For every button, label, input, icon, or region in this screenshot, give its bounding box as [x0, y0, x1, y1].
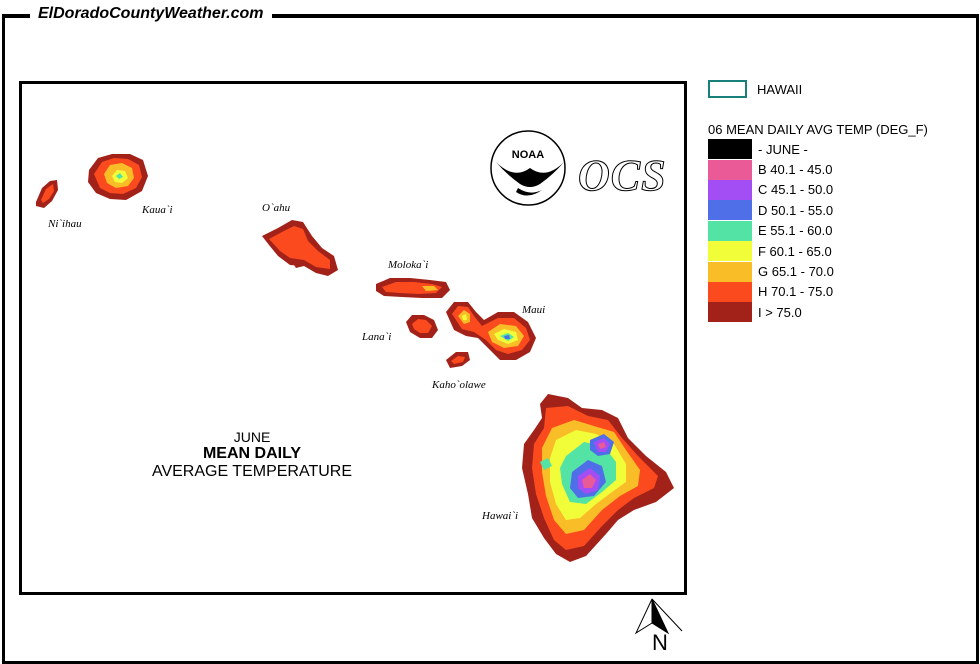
- north-arrow-icon: [634, 598, 683, 635]
- island-lanai: [406, 315, 438, 338]
- state-label: HAWAII: [757, 81, 803, 97]
- legend-label: H 70.1 - 75.0: [758, 284, 834, 300]
- island-maui: [446, 302, 536, 360]
- label-kauai: Kaua`i: [142, 204, 173, 216]
- legend-swatch: [708, 241, 752, 262]
- legend-label: E 55.1 - 60.0: [758, 223, 833, 239]
- legend-item: C 45.1 - 50.0: [708, 179, 978, 200]
- label-molokai: Moloka`i: [388, 259, 429, 271]
- legend-label: C 45.1 - 50.0: [758, 182, 834, 198]
- caption-line-1: MEAN DAILY: [202, 445, 302, 462]
- legend-items: - JUNE - B 40.1 - 45.0 C 45.1 - 50.0 D 50.1…: [708, 139, 978, 323]
- island-kauai: [88, 154, 148, 200]
- label-kahoolawe: Kaho`olawe: [432, 379, 486, 391]
- legend-swatch: [708, 179, 752, 200]
- label-maui: Maui: [522, 304, 546, 316]
- legend-item: - JUNE -: [708, 139, 978, 160]
- ocs-logo: OCS: [578, 151, 667, 201]
- hawaii-map: [36, 154, 674, 562]
- legend-item: H 70.1 - 75.0: [708, 281, 978, 302]
- site-title[interactable]: ElDoradoCountyWeather.com: [30, 5, 272, 23]
- island-niihau: [36, 180, 58, 208]
- legend: HAWAII 06 MEAN DAILY AVG TEMP (DEG_F) - …: [708, 80, 978, 323]
- legend-label: I > 75.0: [758, 304, 802, 320]
- legend-state: HAWAII: [708, 80, 978, 98]
- legend-swatch: [708, 261, 752, 282]
- legend-label: D 50.1 - 55.0: [758, 202, 834, 218]
- legend-item: B 40.1 - 45.0: [708, 159, 978, 180]
- legend-label: G 65.1 - 70.0: [758, 264, 834, 280]
- legend-label: F 60.1 - 65.0: [758, 243, 832, 259]
- noaa-text: NOAA: [512, 149, 544, 161]
- label-hawaii: Hawai`i: [482, 510, 519, 522]
- north-label: N: [652, 630, 668, 655]
- island-kahoolawe: [446, 352, 470, 368]
- noaa-logo: NOAA: [490, 130, 566, 206]
- island-hawaii: [522, 394, 674, 562]
- legend-title: 06 MEAN DAILY AVG TEMP (DEG_F): [708, 122, 928, 137]
- legend-item: E 55.1 - 60.0: [708, 220, 978, 241]
- legend-swatch: [708, 200, 752, 221]
- legend-item: I > 75.0: [708, 302, 978, 323]
- label-lanai: Lana`i: [362, 331, 392, 343]
- legend-label: - JUNE -: [758, 141, 808, 157]
- legend-swatch: [708, 159, 752, 180]
- legend-item: D 50.1 - 55.0: [708, 200, 978, 221]
- legend-item: G 65.1 - 70.0: [708, 261, 978, 282]
- label-niihau: Ni`ihau: [48, 218, 82, 230]
- label-oahu: O`ahu: [262, 202, 291, 214]
- legend-item: F 60.1 - 65.0: [708, 241, 978, 262]
- island-molokai: [376, 278, 450, 298]
- state-swatch: [708, 80, 747, 98]
- island-oahu: [262, 220, 338, 276]
- map-panel: Ni`ihau Kaua`i O`ahu Moloka`i Lana`i Mau…: [19, 81, 687, 595]
- legend-swatch: [708, 302, 752, 323]
- legend-swatch: [708, 220, 752, 241]
- caption-month: JUNE: [233, 429, 271, 445]
- map-caption: JUNE MEAN DAILY AVERAGE TEMPERATURE: [122, 429, 382, 481]
- legend-swatch: [708, 281, 752, 302]
- legend-swatch: [708, 139, 752, 160]
- caption-line-2: AVERAGE TEMPERATURE: [151, 463, 353, 480]
- legend-label: B 40.1 - 45.0: [758, 162, 833, 178]
